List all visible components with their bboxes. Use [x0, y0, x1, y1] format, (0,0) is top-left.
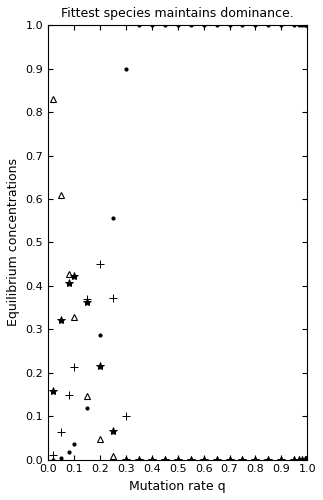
- Title: Fittest species maintains dominance.: Fittest species maintains dominance.: [61, 7, 294, 20]
- Y-axis label: Equilibrium concentrations: Equilibrium concentrations: [7, 158, 20, 326]
- X-axis label: Mutation rate q: Mutation rate q: [130, 480, 226, 493]
